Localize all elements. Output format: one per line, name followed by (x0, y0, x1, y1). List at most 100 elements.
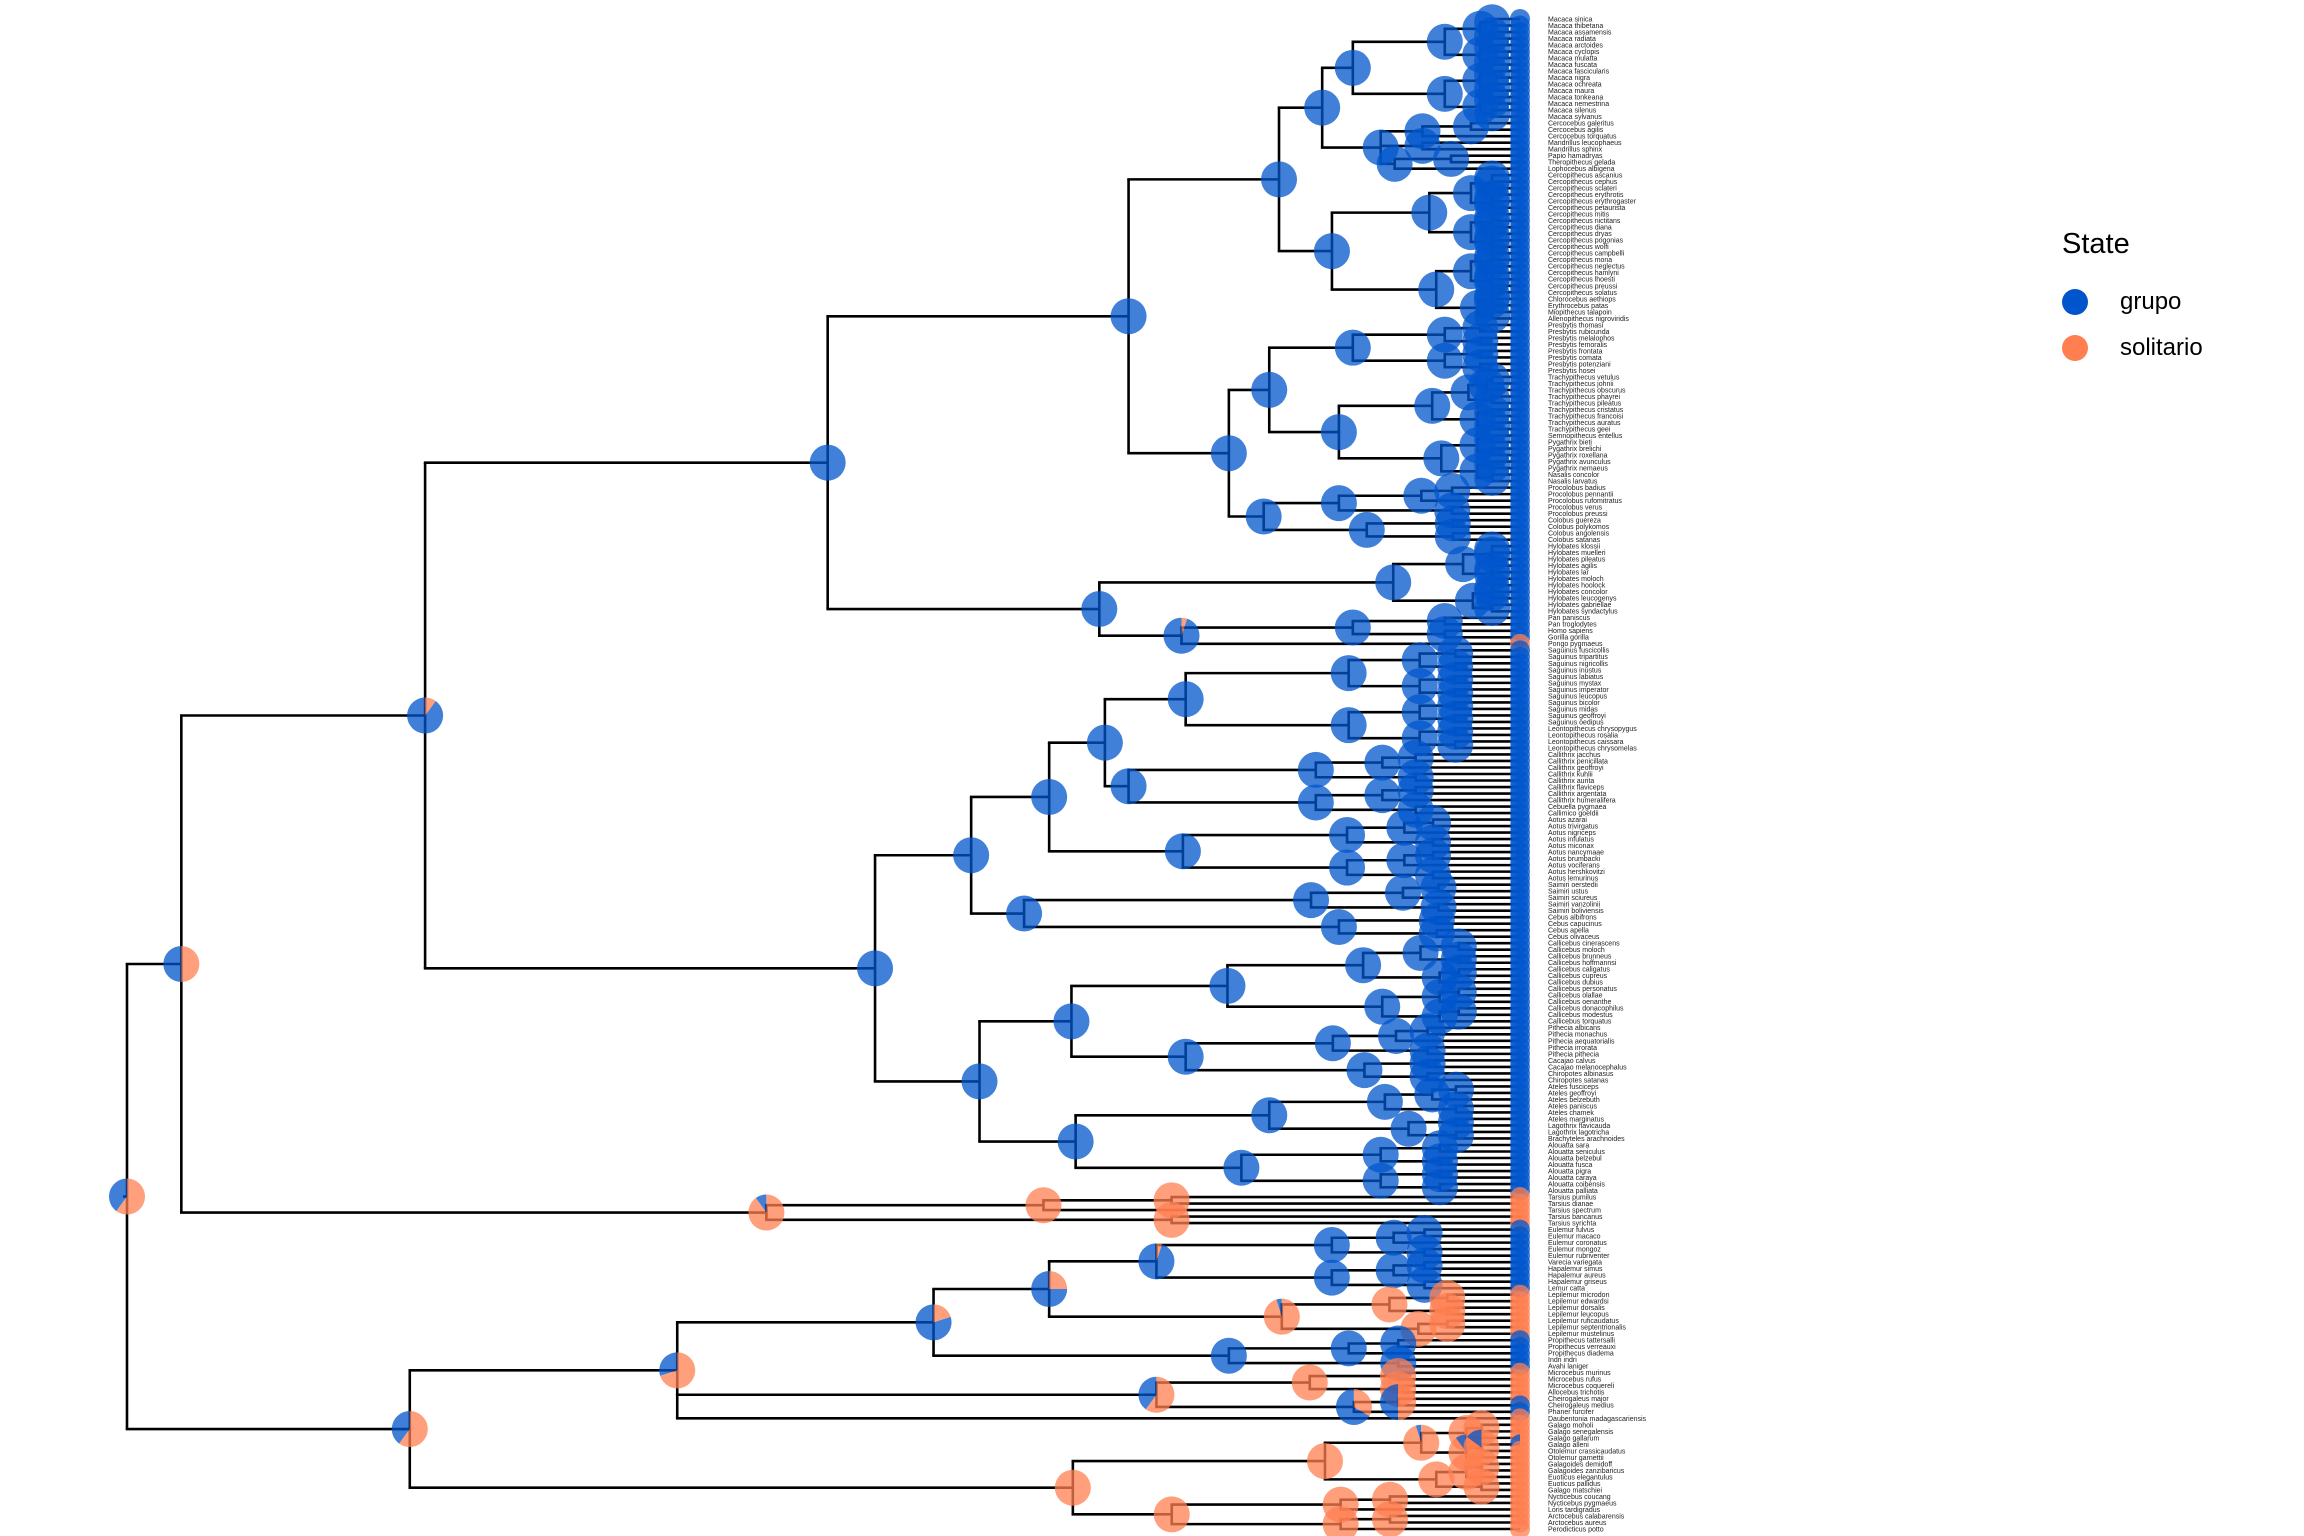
tip-label: Cebus albifrons (1548, 915, 1597, 922)
node-pie (1386, 842, 1423, 879)
node-pie (1371, 1501, 1408, 1536)
node-pie (1375, 564, 1412, 601)
pie-slice-grupo (1313, 233, 1350, 270)
node-pie (1334, 49, 1371, 86)
node-pie (108, 1178, 145, 1215)
tip-label: Aotus nigriceps (1548, 830, 1596, 837)
tip-label: Galago gallarum (1548, 1435, 1600, 1442)
legend: State grupo solitario (2062, 228, 2203, 371)
tip-label: Saguinus nigricollis (1548, 661, 1608, 668)
pie-slice-grupo (1293, 882, 1330, 919)
pie-slice-solitario (116, 1178, 145, 1215)
tip-label: Miopithecus talapoin (1548, 309, 1612, 316)
pie-slice-grupo (1434, 518, 1471, 555)
pie-slice-grupo (1376, 145, 1413, 182)
tip-label: Microcebus murinus (1548, 1370, 1611, 1377)
tip-label: Lepilemur septentrionalis (1548, 1325, 1626, 1332)
pie-slice-grupo (1320, 485, 1357, 522)
tip-label: Pygathrix nemaeus (1548, 465, 1608, 472)
tip-label: Hylobates gabriellae (1548, 602, 1612, 609)
tip-label: Cercopithecus pogonias (1548, 238, 1624, 245)
pie-slice-grupo (1386, 842, 1423, 879)
pie-slice-grupo (1426, 23, 1463, 60)
tip-label: Alouatta sara (1548, 1142, 1589, 1149)
node-pie (1402, 934, 1439, 971)
tip-label: Macaca nemestrina (1548, 101, 1609, 108)
pie-slice-solitario (1306, 1443, 1343, 1480)
node-pie (1153, 1496, 1190, 1533)
pie-slice-grupo (1329, 849, 1366, 886)
pie-slice-grupo (1440, 993, 1477, 1030)
node-pie (1210, 435, 1247, 472)
pie-slice-solitario (1291, 1364, 1328, 1401)
node-pie (1401, 642, 1438, 679)
legend-item-solitario: solitario (2062, 325, 2203, 371)
pie-slice-grupo (1304, 89, 1341, 126)
tip-label: Loris tardigradus (1548, 1507, 1601, 1514)
node-pie (1445, 546, 1482, 583)
tip-label: Pygathrix roxellana (1548, 452, 1608, 459)
tip-label: Saimiri vanzolinii (1548, 902, 1601, 909)
tip-label: Callimico goeldii (1548, 810, 1599, 817)
pie-slice-grupo (1421, 1169, 1458, 1206)
node-pie (1384, 874, 1421, 911)
tip-label: Gorilla gorilla (1548, 635, 1589, 642)
tip-label: Aotus lemurinus (1548, 876, 1599, 883)
grupo-dot-icon (2062, 289, 2088, 315)
node-pie (1362, 1136, 1399, 1173)
pie-slice-grupo (1297, 784, 1334, 821)
node-pie (1329, 817, 1366, 854)
tip-label: Eulemur macaco (1548, 1234, 1601, 1241)
tip-label: Trachypithecus pileatus (1548, 400, 1622, 407)
tip-label: Saguinus inustus (1548, 667, 1602, 674)
tip-label: Leontopithecus caissara (1548, 739, 1624, 746)
node-pie (1380, 1384, 1417, 1421)
tip-label: Microcebus coquereli (1548, 1383, 1615, 1390)
pie-slice-grupo (1334, 329, 1371, 366)
pie-slice-grupo (1334, 609, 1371, 646)
node-pie (1297, 784, 1334, 821)
node-pie (1386, 809, 1423, 846)
tip-label: Presbytis frontata (1548, 348, 1603, 355)
pie-slice-solitario (748, 1194, 785, 1231)
node-pie (1031, 1270, 1068, 1307)
tip-label: Otolemur garnettii (1548, 1455, 1604, 1462)
node-pie (1306, 1443, 1343, 1480)
node-pie (1334, 609, 1371, 646)
tip-label: Presbytis melalophos (1548, 335, 1615, 342)
node-pie (1440, 993, 1477, 1030)
pie-slice-solitario (1153, 1496, 1190, 1533)
pie-slice-solitario (1153, 1201, 1190, 1238)
tip-label: Hylobates moloch (1548, 576, 1604, 583)
tip-label: Cercocebus torquatus (1548, 134, 1617, 141)
node-pie (1426, 342, 1463, 379)
tip-label: Propithecus verreauxi (1548, 1344, 1616, 1351)
pie-slice-grupo (1346, 1052, 1383, 1089)
node-pie (1304, 89, 1341, 126)
tip-label: Hylobates agilis (1548, 563, 1598, 570)
tip-label: Avahi laniger (1548, 1364, 1589, 1371)
tip-label: Lophocebus albigena (1548, 166, 1615, 173)
tip-label: Macaca thibetana (1548, 23, 1603, 30)
tip-label: Lepilemur edwardsi (1548, 1299, 1609, 1306)
tip-label: Alouatta coibensis (1548, 1181, 1605, 1188)
pie-slice-grupo (1167, 1038, 1204, 1075)
tip-label: Alouatta seniculus (1548, 1149, 1605, 1156)
tip-pie (1510, 1519, 1530, 1536)
node-pie (1263, 1298, 1300, 1335)
tip-label: Macaca sylvanus (1548, 114, 1602, 121)
tip-label: Pithecia aequatorialis (1548, 1038, 1615, 1045)
node-pie (1081, 591, 1118, 628)
node-pie (857, 950, 894, 987)
tip-label: Cercopithecus erythrotis (1548, 192, 1624, 199)
pie-slice-grupo (1453, 108, 1490, 145)
node-pie (1006, 895, 1043, 932)
tip-label: Macaca nigra (1548, 75, 1590, 82)
tip-label: Cercopithecus cephus (1548, 179, 1618, 186)
pie-slice-grupo (1445, 546, 1482, 583)
tip-label: Cheirogaleus major (1548, 1396, 1609, 1403)
tip-label: Aotus hershkovitzi (1548, 869, 1605, 876)
tip-label: Lepilemur leucopus (1548, 1312, 1609, 1319)
tip-label: Cercocebus agilis (1548, 127, 1604, 134)
tip-label: Nasalis concolor (1548, 472, 1600, 479)
